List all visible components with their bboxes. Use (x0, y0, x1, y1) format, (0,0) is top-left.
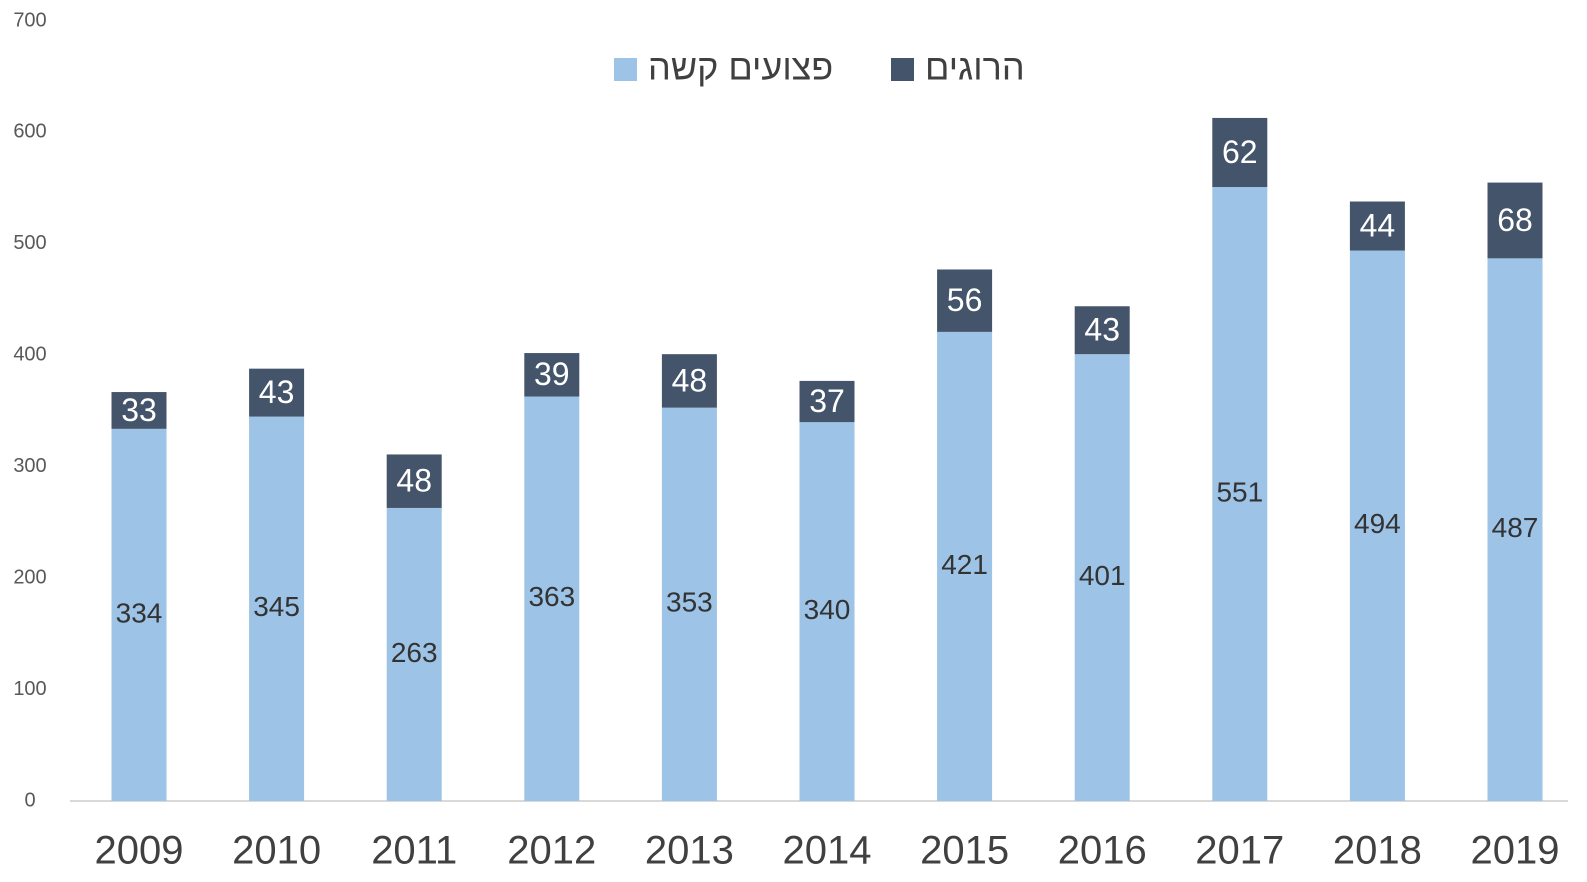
bar-segment (799, 422, 855, 801)
y-tick-label: 600 (13, 121, 46, 143)
bar-segment (249, 368, 305, 417)
x-tick-label: 2015 (920, 829, 1009, 873)
bar-segment (1074, 306, 1130, 355)
bar-segment (661, 354, 717, 408)
data-label: 62 (1222, 134, 1258, 170)
bar-segment (799, 380, 855, 423)
bar-segment (1349, 201, 1405, 251)
y-tick-label: 300 (13, 455, 46, 477)
data-label: 334 (116, 597, 163, 628)
legend-label: פצועים קשה (648, 47, 833, 88)
legend-label: הרוגים (925, 47, 1025, 88)
data-label: 44 (1360, 207, 1396, 243)
bar-segment (386, 507, 442, 801)
bar-segment (524, 353, 580, 397)
data-label: 363 (528, 581, 575, 612)
x-tick-label: 2018 (1333, 829, 1422, 873)
bar-segment (249, 416, 305, 801)
data-label: 340 (804, 594, 851, 625)
bar-segment (1487, 182, 1543, 259)
data-label: 353 (666, 587, 713, 618)
bar-segment (1487, 258, 1543, 801)
data-label: 39 (534, 356, 570, 392)
data-label: 43 (259, 374, 295, 410)
data-label: 401 (1079, 560, 1126, 591)
y-tick-label: 400 (13, 344, 46, 366)
data-label: 43 (1084, 312, 1120, 348)
data-label: 68 (1497, 202, 1533, 238)
y-tick-label: 100 (13, 678, 46, 700)
data-label: 494 (1354, 508, 1401, 539)
y-tick-label: 500 (13, 232, 46, 254)
x-tick-label: 2019 (1471, 829, 1560, 873)
x-tick-label: 2011 (371, 829, 457, 873)
legend-swatch (614, 58, 637, 81)
bar-segment (1349, 250, 1405, 802)
bar-segment (661, 407, 717, 801)
data-label: 421 (941, 549, 988, 580)
data-label: 345 (253, 591, 300, 622)
bar-segment (1074, 354, 1130, 801)
bar-segment (111, 428, 167, 801)
bar-segment (1212, 187, 1268, 801)
x-tick-label: 2017 (1195, 829, 1284, 873)
x-tick-label: 2014 (783, 829, 872, 873)
bar-segment (1212, 117, 1268, 188)
bar-segment (386, 454, 442, 508)
bar-segment (111, 392, 167, 429)
data-label: 56 (947, 282, 983, 318)
legend-swatch (891, 58, 914, 81)
data-label: 33 (121, 392, 157, 428)
data-label: 551 (1216, 476, 1263, 507)
x-tick-label: 2013 (645, 829, 734, 873)
data-label: 37 (809, 383, 845, 419)
y-tick-label: 700 (13, 9, 46, 31)
bar-segment (524, 396, 580, 801)
data-label: 48 (672, 362, 708, 398)
y-tick-label: 200 (13, 566, 46, 588)
x-tick-label: 2012 (507, 829, 596, 873)
x-tick-label: 2009 (95, 829, 184, 873)
data-label: 48 (396, 463, 432, 499)
data-label: 487 (1492, 512, 1539, 543)
x-tick-label: 2010 (232, 829, 321, 873)
bar-segment (937, 269, 993, 332)
bar-segment (937, 331, 993, 801)
data-label: 263 (391, 637, 438, 668)
y-tick-label: 0 (24, 789, 35, 811)
x-tick-label: 2016 (1058, 829, 1147, 873)
